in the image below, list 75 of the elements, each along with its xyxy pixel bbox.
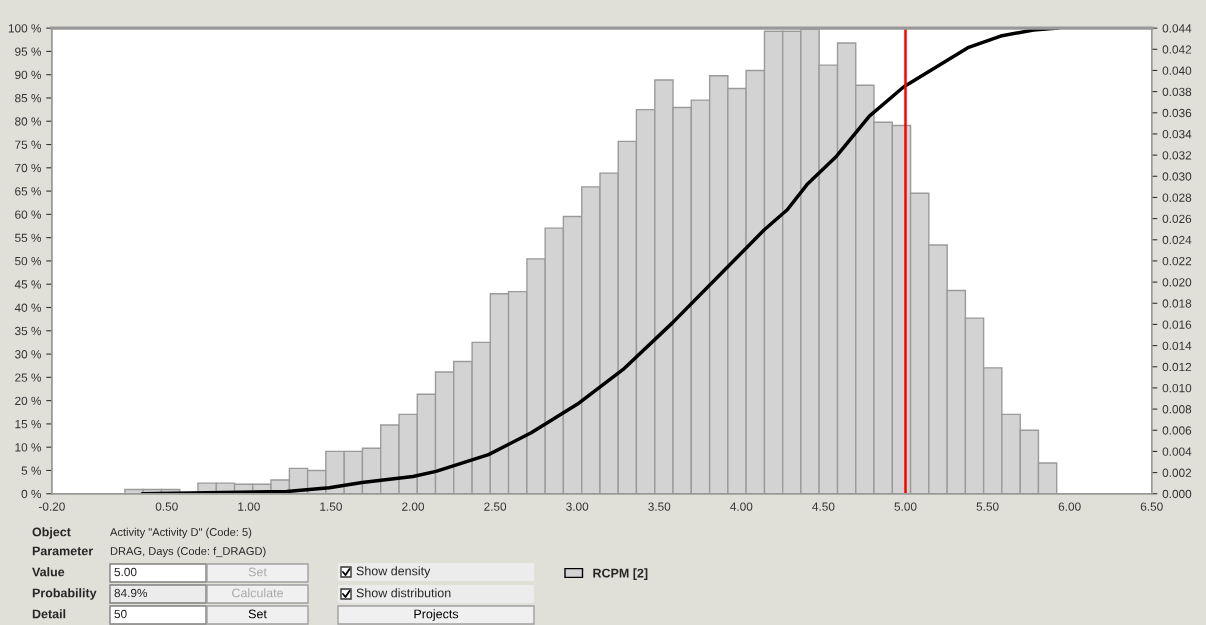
x-tick-label: 2.50 [484, 502, 507, 511]
y-tick-label: 75 % [15, 140, 42, 149]
legend-label: RCPM [2] [593, 568, 648, 580]
y2-tick-label: 0.006 [1162, 426, 1192, 435]
y2-tick-label: 0.030 [1162, 172, 1192, 181]
x-tick-label: 4.00 [730, 502, 753, 511]
text: Detail [32, 609, 66, 619]
y-tick-label: 35 % [14, 326, 42, 336]
text: Parameter [32, 546, 93, 556]
y-tick-label: 65 % [15, 187, 42, 196]
y2-tick-label: 0.036 [1162, 108, 1192, 118]
text: Show density [356, 566, 431, 578]
x-tick-label: 5.50 [976, 502, 999, 511]
y-tick-label: 0 % [21, 489, 42, 499]
y-tick-label: 50 % [15, 256, 42, 266]
x-tick-label: 2.00 [402, 502, 425, 511]
y-tick-label: 40 % [14, 303, 42, 312]
y2-tick-label: 0.026 [1162, 214, 1192, 223]
x-tick-label: 1.50 [320, 502, 342, 511]
y2-tick-label: 0.002 [1162, 468, 1192, 477]
x-tick-label: 3.00 [566, 502, 589, 511]
text: Calculate [232, 588, 283, 598]
text: Value [32, 567, 65, 577]
text: Set [248, 609, 267, 619]
y2-tick-label: 0.038 [1162, 87, 1192, 97]
y2-tick-label: 0.012 [1162, 362, 1192, 372]
text: Set [248, 567, 267, 577]
y2-tick-label: 0.016 [1162, 320, 1192, 329]
text: 84.9% [114, 588, 148, 598]
y2-tick-label: 0.022 [1162, 256, 1192, 266]
y2-tick-label: 0.044 [1162, 24, 1192, 33]
y2-tick-label: 0.024 [1162, 235, 1192, 245]
y-tick-label: 30 % [14, 350, 42, 359]
text: Probability [32, 588, 97, 600]
x-tick-label: 5.00 [894, 502, 917, 511]
y-tick-label: 100 % [8, 24, 42, 33]
y2-tick-label: 0.028 [1162, 193, 1192, 202]
y2-tick-label: 0.010 [1162, 383, 1192, 393]
y2-tick-label: 0.000 [1162, 489, 1192, 499]
y-tick-label: 90 % [15, 70, 42, 80]
y-tick-label: 85 % [15, 94, 42, 103]
y-tick-label: 70 % [15, 163, 42, 173]
y2-tick-label: 0.020 [1162, 278, 1192, 287]
x-tick-label: 3.50 [648, 502, 671, 511]
y2-tick-label: 0.008 [1162, 405, 1192, 414]
y2-tick-label: 0.040 [1162, 66, 1192, 75]
y-tick-label: 95 % [15, 47, 42, 56]
y-tick-label: 25 % [15, 373, 42, 382]
y2-tick-label: 0.004 [1162, 447, 1192, 456]
text: 50 [114, 609, 127, 619]
y-tick-label: 45 % [14, 280, 42, 289]
y2-tick-label: 0.042 [1162, 45, 1192, 54]
x-tick-label: 6.50 [1140, 502, 1163, 511]
text: Object [32, 527, 71, 539]
y-tick-label: 15 % [15, 419, 42, 429]
text: 5.00 [114, 567, 137, 577]
y-tick-label: 60 % [15, 210, 42, 219]
x-tick-label: 6.00 [1058, 502, 1081, 511]
x-tick-label: 1.00 [238, 502, 260, 511]
text: DRAG, Days (Code: f_DRAGD) [110, 546, 266, 558]
y-tick-label: 10 % [15, 443, 42, 452]
y-tick-label: 55 % [15, 233, 42, 243]
y2-tick-label: 0.014 [1162, 341, 1192, 350]
x-tick-label: 0.50 [155, 502, 178, 511]
y2-tick-label: 0.018 [1162, 299, 1192, 308]
text: Activity "Activity D" (Code: 5) [110, 527, 252, 539]
text: Projects [414, 609, 459, 621]
y-tick-label: 20 % [15, 396, 42, 406]
x-tick-label: 4.50 [812, 502, 835, 511]
y-tick-label: 80 % [15, 117, 42, 126]
text: Show distribution [356, 588, 451, 598]
x-tick-label: -0.20 [38, 502, 65, 511]
y2-tick-label: 0.034 [1162, 129, 1192, 139]
y2-tick-label: 0.032 [1162, 151, 1192, 160]
y-tick-label: 5 % [21, 466, 42, 475]
